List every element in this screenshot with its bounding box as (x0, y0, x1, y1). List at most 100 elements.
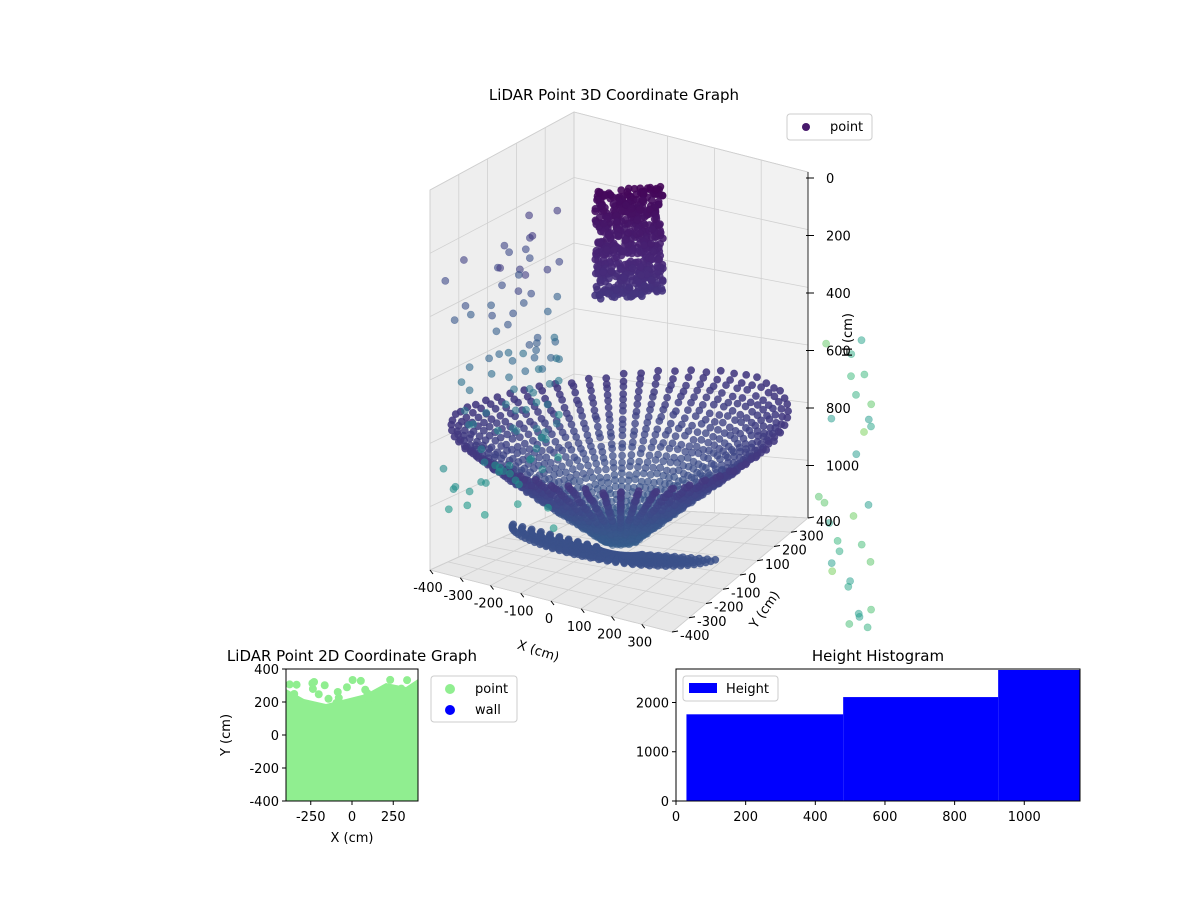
point-3d (647, 254, 656, 263)
point-3d (460, 406, 469, 415)
point-3d (697, 435, 706, 444)
point-3d (586, 553, 595, 562)
point-3d (631, 419, 639, 428)
point-3d (685, 481, 694, 489)
point-3d (491, 461, 499, 470)
point-3d (684, 373, 693, 382)
point-3d (631, 289, 640, 298)
point-3d (542, 435, 550, 444)
point-3d (553, 292, 562, 301)
point-3d (571, 388, 580, 397)
point-3d (726, 376, 734, 384)
point-3d (554, 453, 563, 462)
point-3d (770, 437, 778, 445)
point-3d (465, 420, 473, 429)
point-3d (864, 415, 873, 424)
point-3d (532, 424, 541, 433)
point-3d (682, 381, 690, 390)
x-tick-label-2d: 0 (348, 810, 356, 825)
point-3d (857, 540, 866, 549)
point-3d (637, 477, 646, 486)
point-3d (562, 548, 571, 557)
point-3d (466, 310, 475, 319)
point-3d (595, 189, 604, 197)
point-3d (581, 485, 590, 493)
point-3d (867, 422, 875, 431)
point-3d (527, 289, 536, 298)
point-3d (672, 407, 680, 416)
point-3d (722, 381, 730, 389)
histogram-bar (998, 669, 1080, 801)
point-3d (828, 567, 837, 576)
x-tick-label-2d: -250 (296, 810, 326, 825)
point-3d (640, 281, 649, 290)
point-3d (607, 440, 616, 449)
point-3d (451, 410, 460, 418)
histogram-bar (843, 697, 999, 801)
point-3d (542, 542, 550, 551)
point-3d (696, 380, 705, 389)
point-3d (640, 241, 649, 250)
point-3d (471, 400, 480, 409)
y-tick-label-hist: 2000 (636, 696, 669, 711)
point-3d (677, 454, 686, 463)
point-3d (655, 255, 664, 264)
point-3d (479, 426, 488, 435)
point-3d (656, 228, 665, 237)
point-3d (731, 426, 740, 435)
point-3d (492, 419, 501, 427)
x-tick-label-3d: 200 (597, 628, 622, 643)
y-tick-label-hist: 0 (661, 795, 669, 810)
point-3d (752, 452, 761, 460)
legend-3d: point (786, 113, 873, 141)
point-3d (653, 425, 662, 434)
point-3d (671, 432, 680, 441)
point-3d (628, 249, 636, 258)
point-3d (648, 225, 657, 234)
point-3d (780, 421, 789, 430)
point-3d (663, 466, 671, 475)
legend-histogram: Height (682, 675, 779, 702)
point-3d (638, 292, 646, 301)
point-3d (610, 470, 619, 479)
point-3d (465, 487, 474, 496)
point-3d (633, 215, 642, 224)
point-3d (691, 412, 700, 420)
point-3d (480, 511, 489, 519)
point-3d (657, 412, 666, 421)
point-3d (461, 301, 470, 310)
point-3d (687, 554, 695, 562)
point-3d (537, 414, 546, 423)
point-3d (602, 465, 610, 474)
point-3d (531, 475, 540, 484)
point-3d (501, 400, 510, 409)
point-3d (637, 369, 645, 378)
point-3d (576, 462, 585, 471)
point-2d (403, 676, 412, 685)
point-3d (770, 392, 779, 401)
y-tick-label-3d: -300 (697, 615, 727, 630)
point-2d (342, 683, 351, 692)
point-3d (474, 413, 483, 422)
point-3d (762, 445, 771, 454)
point-3d (534, 365, 543, 374)
point-3d (586, 468, 595, 476)
point-3d (463, 501, 472, 510)
point-3d (485, 422, 494, 431)
point-3d (492, 327, 501, 336)
y-tick-label-2d: 400 (254, 663, 279, 678)
point-3d (651, 380, 660, 389)
point-3d (618, 415, 627, 424)
point-3d (635, 457, 644, 466)
point-3d (519, 299, 528, 307)
point-3d (487, 415, 496, 424)
point-3d (603, 391, 612, 399)
point-3d (720, 439, 729, 447)
point-3d (520, 439, 529, 448)
point-3d (662, 452, 671, 460)
point-3d (638, 444, 646, 453)
point-3d (737, 379, 746, 387)
point-3d (538, 465, 547, 474)
point-3d (628, 438, 637, 447)
point-3d (477, 445, 486, 454)
